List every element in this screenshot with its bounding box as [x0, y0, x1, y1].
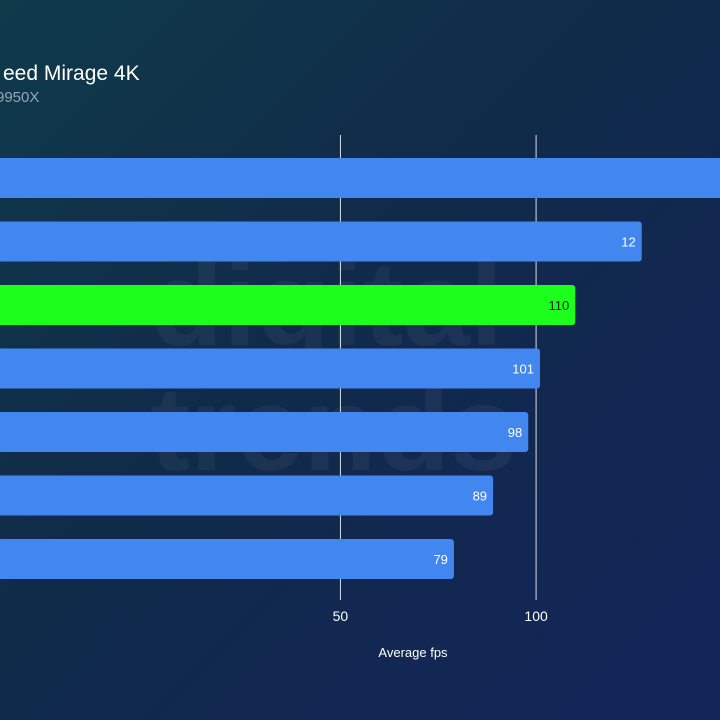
bar-value-label-5: 89: [473, 489, 487, 504]
chart-title: eed Mirage 4K: [3, 62, 140, 85]
bar-5: [0, 475, 494, 516]
chart-subtitle: 9950X: [0, 89, 39, 106]
bar-value-label-2: 110: [548, 298, 569, 313]
bar-value-label-6: 79: [433, 552, 447, 567]
bar-0: [0, 158, 720, 198]
x-tick-label-0: 50: [333, 608, 349, 624]
x-tick-labels: 50 100: [333, 608, 548, 624]
bar-3: [0, 348, 540, 389]
bar-1: [0, 221, 642, 262]
x-axis-label: Average fps: [378, 645, 448, 660]
x-tick-label-1: 100: [524, 608, 548, 624]
bar-value-label-1: 12: [621, 235, 635, 250]
bar-2: [0, 285, 576, 325]
bar-6: [0, 539, 454, 579]
bars: [0, 158, 720, 579]
bar-4: [0, 412, 529, 452]
bar-value-label-4: 98: [508, 425, 522, 440]
bar-value-label-3: 101: [512, 362, 534, 377]
bar-labels: 12 110 101 98 89 79: [433, 235, 635, 568]
